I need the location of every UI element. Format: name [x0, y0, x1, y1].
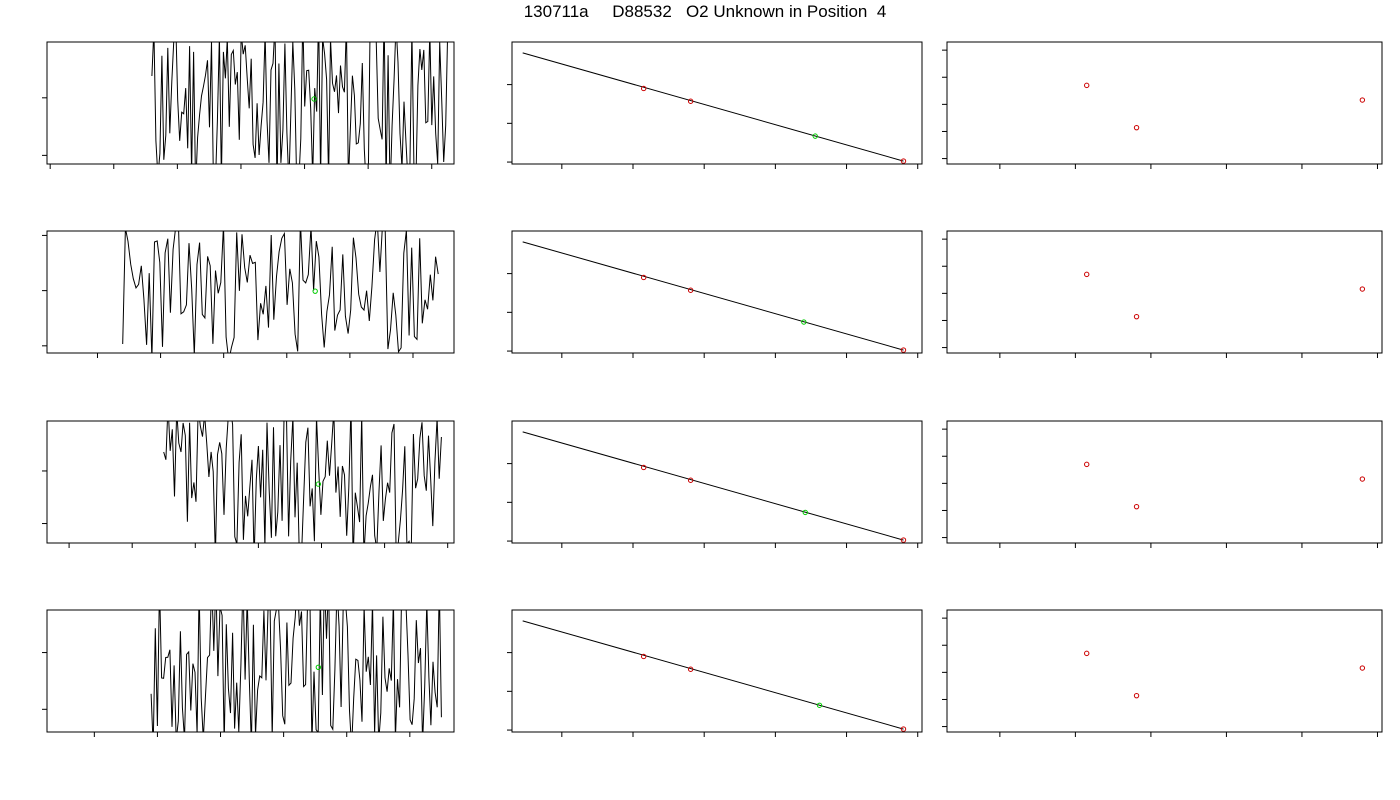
- chart-panel-r1-c0: [42, 230, 455, 358]
- unknown-point: [315, 664, 322, 671]
- known-point: [687, 666, 694, 672]
- signal-trace: [151, 42, 448, 164]
- known-point: [1084, 461, 1090, 468]
- plot-frame: [46, 41, 455, 165]
- chart-panel-r2-c1: [507, 420, 923, 548]
- known-point: [900, 537, 907, 543]
- plot-frame: [511, 420, 923, 544]
- plot-frame: [946, 41, 1383, 165]
- plot-area: [522, 52, 907, 164]
- unknown-point: [315, 481, 322, 487]
- chart-panel-r0-c0: [42, 41, 455, 169]
- known-point: [1359, 97, 1366, 103]
- plot-area: [150, 610, 442, 732]
- fit-line: [522, 620, 904, 730]
- plot-frame: [946, 420, 1383, 544]
- known-point: [900, 158, 907, 164]
- plot-area: [151, 42, 448, 164]
- fit-line: [522, 431, 904, 541]
- unknown-point: [802, 509, 808, 516]
- plot-frame: [946, 230, 1383, 354]
- plot-area: [163, 421, 442, 543]
- panel-grid: [42, 41, 1383, 737]
- known-point: [1084, 82, 1090, 89]
- page-title: 130711a D88532 O2 Unknown in Position 4: [524, 2, 887, 21]
- unknown-point: [801, 319, 807, 325]
- signal-trace: [163, 421, 442, 543]
- signal-trace: [150, 610, 442, 732]
- known-point: [1359, 476, 1366, 482]
- unknown-point: [312, 288, 318, 294]
- chart-panel-r3-c1: [507, 609, 923, 737]
- known-point: [1133, 503, 1140, 510]
- signal-trace: [122, 231, 439, 353]
- fit-line: [522, 52, 904, 162]
- unknown-point: [812, 133, 818, 139]
- known-point: [1133, 124, 1140, 131]
- chart-panel-r2-c0: [42, 420, 455, 548]
- plot-frame: [46, 420, 455, 544]
- known-point: [1133, 692, 1140, 699]
- plot-frame: [511, 609, 923, 733]
- chart-panel-r1-c2: [942, 230, 1383, 358]
- known-point: [1359, 286, 1366, 292]
- plot-frame: [946, 609, 1383, 733]
- chart-panel-r3-c0: [42, 609, 455, 737]
- plot-area: [1084, 650, 1366, 699]
- plot-area: [522, 620, 907, 732]
- known-point: [900, 347, 907, 353]
- chart-panel-r3-c2: [942, 609, 1383, 737]
- known-point: [687, 477, 694, 483]
- unknown-point: [311, 96, 317, 102]
- known-point: [900, 726, 907, 732]
- unknown-point: [816, 702, 823, 708]
- chart-panel-r2-c2: [942, 420, 1383, 548]
- known-point: [640, 85, 647, 92]
- chart-panel-r0-c2: [942, 41, 1383, 169]
- plot-area: [1084, 461, 1366, 510]
- known-point: [640, 653, 647, 660]
- known-point: [640, 464, 647, 471]
- plot-area: [122, 231, 439, 353]
- known-point: [640, 274, 647, 281]
- plot-area: [1084, 271, 1366, 320]
- plot-area: [522, 241, 907, 353]
- plot-frame: [46, 230, 455, 354]
- known-point: [1084, 271, 1090, 278]
- plot-frame: [46, 609, 455, 733]
- plot-frame: [511, 230, 923, 354]
- known-point: [1359, 665, 1366, 671]
- chart-panel-r0-c1: [507, 41, 923, 169]
- known-point: [687, 98, 694, 104]
- chart-panel-r1-c1: [507, 230, 923, 358]
- plot-frame: [511, 41, 923, 165]
- known-point: [1133, 313, 1140, 320]
- known-point: [687, 287, 694, 293]
- known-point: [1084, 650, 1090, 657]
- plot-area: [1084, 82, 1366, 131]
- plot-area: [522, 431, 907, 543]
- fit-line: [522, 241, 904, 351]
